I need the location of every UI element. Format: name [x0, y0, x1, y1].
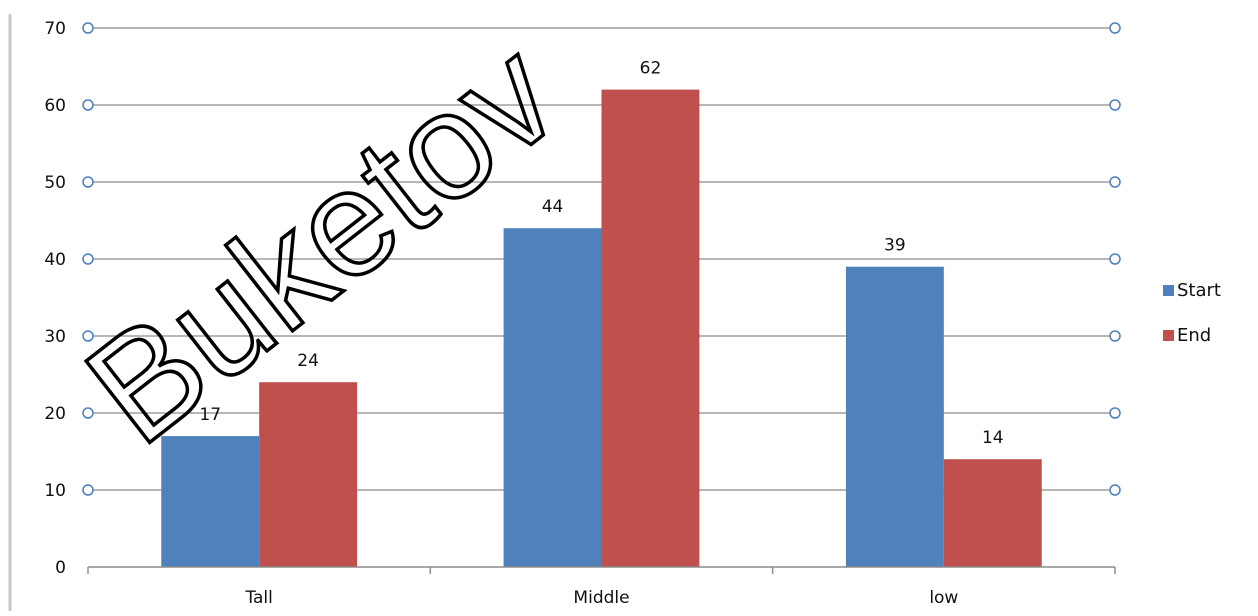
grid-marker-right — [1109, 176, 1121, 188]
x-tick-label: Middle — [573, 588, 629, 608]
data-label: 14 — [982, 428, 1004, 448]
data-label: 39 — [884, 236, 906, 256]
legend: Start End — [1163, 280, 1221, 346]
axes: 0 10 20 30 40 50 60 70 Tall Middle low — [44, 19, 1116, 608]
bar — [845, 266, 944, 567]
bar — [259, 382, 358, 567]
y-tick-label: 60 — [44, 96, 66, 116]
grid-marker-left — [82, 22, 94, 34]
y-tick-label: 40 — [44, 250, 66, 270]
bar — [161, 436, 260, 567]
y-tick-label: 0 — [55, 558, 66, 578]
grid-marker-left — [82, 253, 94, 265]
y-tick-label: 10 — [44, 481, 66, 501]
grid-marker-right — [1109, 253, 1121, 265]
data-label: 44 — [542, 197, 564, 217]
grid-marker-left — [82, 176, 94, 188]
grid-marker-left — [82, 484, 94, 496]
y-tick-label: 50 — [44, 173, 66, 193]
data-label: 17 — [199, 405, 221, 425]
grid-marker-right — [1109, 99, 1121, 111]
grid-marker-left — [82, 407, 94, 419]
x-tick-label: Tall — [244, 588, 272, 608]
bar — [503, 228, 602, 567]
grid-marker-left — [82, 330, 94, 342]
legend-swatch — [1163, 285, 1174, 296]
bar — [601, 89, 700, 567]
bar — [943, 459, 1042, 567]
grid-marker-right — [1109, 330, 1121, 342]
y-tick-label: 70 — [44, 19, 66, 39]
data-labels: 17 24 44 62 39 14 — [199, 59, 1003, 449]
grid-marker-right — [1109, 22, 1121, 34]
grid-marker-left — [82, 99, 94, 111]
grid-marker-right — [1109, 484, 1121, 496]
x-tick-label: low — [929, 588, 958, 608]
data-label: 62 — [640, 59, 662, 79]
grid-marker-right — [1109, 407, 1121, 419]
data-label: 24 — [297, 351, 319, 371]
y-tick-label: 30 — [44, 327, 66, 347]
legend-label: End — [1177, 325, 1211, 346]
y-tick-label: 20 — [44, 404, 66, 424]
legend-swatch — [1163, 330, 1174, 341]
bars — [161, 89, 1042, 567]
legend-label: Start — [1177, 280, 1221, 301]
